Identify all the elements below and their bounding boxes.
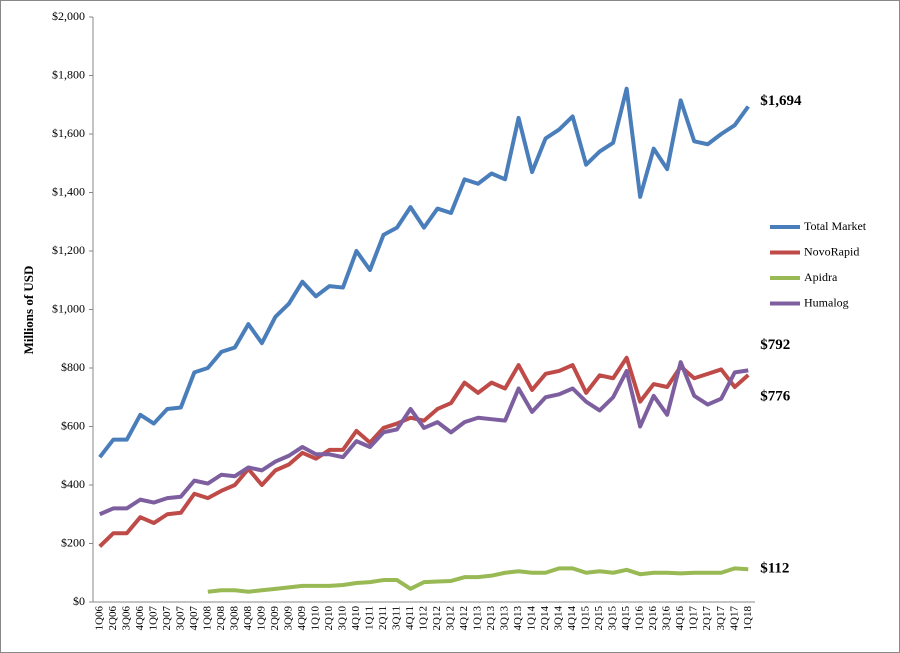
x-tick-label: 3Q08 bbox=[228, 606, 240, 631]
x-tick-label: 3Q13 bbox=[499, 606, 511, 631]
y-tick-label: $1,800 bbox=[52, 67, 85, 81]
x-tick-label: 4Q09 bbox=[296, 606, 308, 631]
y-tick-label: $800 bbox=[61, 360, 85, 374]
x-tick-label: 2Q12 bbox=[431, 606, 443, 630]
x-tick-label: 2Q06 bbox=[107, 606, 119, 631]
x-tick-label: 1Q12 bbox=[418, 606, 430, 630]
x-tick-label: 2Q16 bbox=[647, 606, 659, 631]
x-tick-label: 2Q11 bbox=[377, 606, 389, 630]
x-tick-label: 1Q10 bbox=[309, 606, 321, 631]
x-tick-label: 4Q13 bbox=[512, 606, 524, 631]
data-label: $112 bbox=[760, 561, 789, 577]
x-tick-label: 3Q06 bbox=[120, 606, 132, 631]
y-tick-label: $600 bbox=[61, 418, 85, 432]
x-tick-label: 1Q07 bbox=[147, 606, 159, 631]
legend-label: NovoRapid bbox=[804, 244, 859, 258]
x-tick-label: 4Q15 bbox=[620, 606, 632, 631]
x-tick-label: 3Q10 bbox=[336, 606, 348, 631]
x-tick-label: 2Q08 bbox=[215, 606, 227, 631]
x-tick-label: 1Q13 bbox=[472, 606, 484, 631]
x-tick-label: 2Q09 bbox=[269, 606, 281, 631]
y-tick-label: $2,000 bbox=[52, 9, 85, 23]
legend-label: Humalog bbox=[804, 295, 849, 309]
x-tick-label: 1Q14 bbox=[526, 606, 538, 631]
y-tick-label: $1,200 bbox=[52, 243, 85, 257]
x-tick-label: 4Q17 bbox=[728, 606, 740, 631]
series-line bbox=[98, 360, 749, 517]
y-tick-label: $1,400 bbox=[52, 184, 85, 198]
x-tick-label: 2Q13 bbox=[485, 606, 497, 631]
x-tick-label: 1Q15 bbox=[580, 606, 592, 631]
x-tick-label: 3Q15 bbox=[607, 606, 619, 631]
x-tick-label: 1Q17 bbox=[688, 606, 700, 631]
x-tick-label: 1Q18 bbox=[742, 606, 754, 631]
legend-label: Total Market bbox=[804, 219, 867, 233]
x-tick-label: 3Q11 bbox=[391, 606, 403, 630]
series-line bbox=[207, 566, 749, 594]
x-tick-label: 4Q10 bbox=[350, 606, 362, 631]
data-label: $776 bbox=[760, 388, 791, 404]
x-tick-label: 1Q11 bbox=[363, 606, 375, 630]
y-axis-label: Millions of USD bbox=[21, 266, 36, 355]
x-tick-label: 1Q16 bbox=[634, 606, 646, 631]
x-tick-label: 3Q12 bbox=[445, 606, 457, 630]
x-tick-label: 2Q10 bbox=[323, 606, 335, 631]
x-tick-label: 2Q07 bbox=[161, 606, 173, 631]
y-tick-label: $200 bbox=[61, 535, 85, 549]
x-tick-label: 2Q15 bbox=[593, 606, 605, 631]
x-tick-label: 4Q06 bbox=[134, 606, 146, 631]
y-tick-label: $1,000 bbox=[52, 301, 85, 315]
data-label: $792 bbox=[760, 337, 790, 353]
x-tick-label: 4Q07 bbox=[188, 606, 200, 631]
series-line bbox=[98, 86, 750, 459]
x-tick-label: 4Q12 bbox=[458, 606, 470, 630]
x-tick-label: 3Q14 bbox=[553, 606, 565, 631]
x-tick-label: 2Q14 bbox=[539, 606, 551, 631]
x-tick-label: 4Q11 bbox=[404, 606, 416, 630]
x-tick-label: 1Q09 bbox=[255, 606, 267, 631]
x-tick-label: 3Q17 bbox=[715, 606, 727, 631]
x-tick-label: 4Q14 bbox=[566, 606, 578, 631]
y-tick-label: $0 bbox=[73, 594, 85, 608]
data-label: $1,694 bbox=[760, 93, 802, 109]
x-tick-label: 4Q08 bbox=[242, 606, 254, 631]
x-tick-label: 2Q17 bbox=[701, 606, 713, 631]
legend-label: Apidra bbox=[804, 270, 838, 284]
x-tick-label: 4Q16 bbox=[674, 606, 686, 631]
x-tick-label: 3Q09 bbox=[282, 606, 294, 631]
x-tick-label: 1Q08 bbox=[201, 606, 213, 631]
x-tick-label: 3Q16 bbox=[661, 606, 673, 631]
x-tick-label: 3Q07 bbox=[174, 606, 186, 631]
x-tick-label: 1Q06 bbox=[93, 606, 105, 631]
y-tick-label: $1,600 bbox=[52, 126, 85, 140]
series-line bbox=[98, 355, 750, 548]
y-tick-label: $400 bbox=[61, 477, 85, 491]
